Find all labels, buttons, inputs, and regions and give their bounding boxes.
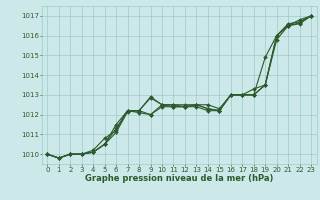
X-axis label: Graphe pression niveau de la mer (hPa): Graphe pression niveau de la mer (hPa) (85, 174, 273, 183)
